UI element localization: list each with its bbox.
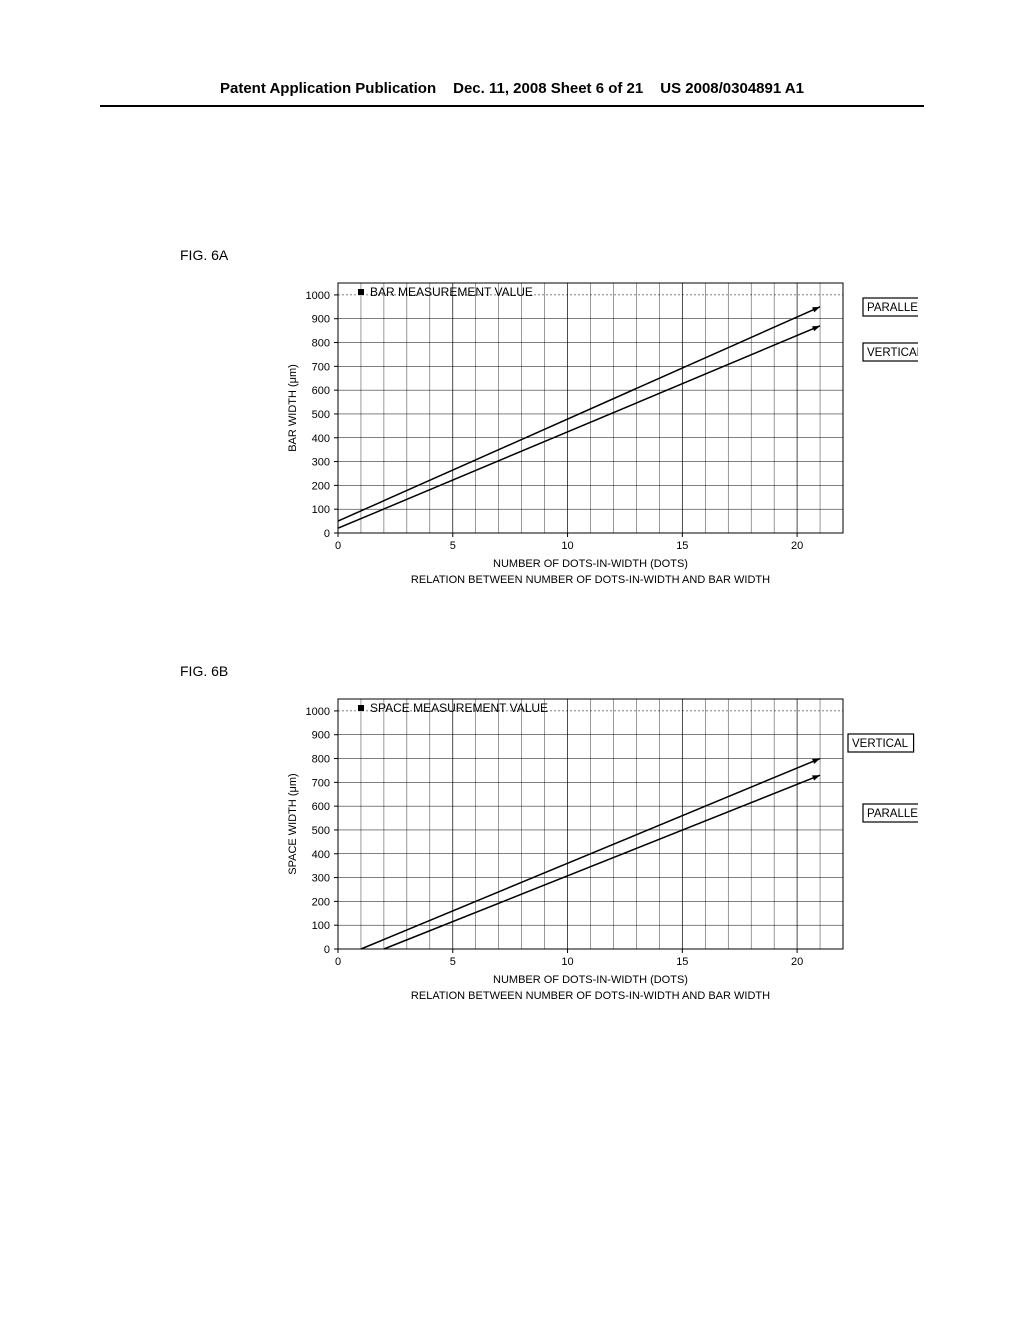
svg-text:15: 15 (676, 956, 688, 968)
svg-text:PARALLEL: PARALLEL (867, 808, 918, 820)
svg-text:900: 900 (312, 730, 330, 742)
svg-text:20: 20 (791, 540, 803, 552)
svg-text:VERTICAL: VERTICAL (852, 738, 909, 750)
svg-text:5: 5 (450, 540, 456, 552)
svg-text:0: 0 (335, 540, 341, 552)
svg-text:900: 900 (312, 314, 330, 326)
chart-a-svg: 0 100 200 300 400 500 600 700 800 900 1000 0 5 10 15 20… (280, 273, 918, 603)
svg-text:RELATION BETWEEN NUMBER OF DO: RELATION BETWEEN NUMBER OF DOTS-IN-WIDTH… (411, 574, 770, 586)
svg-text:0: 0 (335, 956, 341, 968)
svg-text:700: 700 (312, 361, 330, 373)
svg-text:500: 500 (312, 409, 330, 421)
figure-6b-block: FIG. 6B 01002003004005006007008009001000… (100, 663, 924, 1019)
figure-6a-block: FIG. 6A 01002003004005006007008009001000… (100, 247, 924, 603)
svg-text:800: 800 (312, 754, 330, 766)
svg-text:BAR MEASUREMENT VALUE: BAR MEASUREMENT VALUE (370, 285, 533, 299)
svg-text:VERTICAL: VERTICAL (867, 347, 918, 359)
svg-text:15: 15 (676, 540, 688, 552)
svg-text:PARALLEL: PARALLEL (867, 302, 918, 314)
svg-text:10: 10 (561, 956, 573, 968)
header-right: US 2008/0304891 A1 (660, 80, 804, 97)
header-center: Dec. 11, 2008 Sheet 6 of 21 (453, 80, 643, 97)
svg-text:10: 10 (561, 540, 573, 552)
svg-text:100: 100 (312, 504, 330, 516)
figure-6a-label: FIG. 6A (180, 247, 924, 263)
content-area: FIG. 6A 01002003004005006007008009001000… (0, 107, 1024, 1119)
svg-text:NUMBER OF DOTS-IN-WIDTH (DOTS): NUMBER OF DOTS-IN-WIDTH (DOTS) (493, 558, 688, 570)
svg-text:20: 20 (791, 956, 803, 968)
svg-text:RELATION BETWEEN NUMBER OF DO: RELATION BETWEEN NUMBER OF DOTS-IN-WIDTH… (411, 990, 770, 1002)
svg-text:1000: 1000 (306, 290, 330, 302)
svg-text:200: 200 (312, 480, 330, 492)
figure-6b-label: FIG. 6B (180, 663, 924, 679)
svg-text:0: 0 (324, 944, 330, 956)
svg-text:SPACE MEASUREMENT VALUE: SPACE MEASUREMENT VALUE (370, 701, 548, 715)
page-header: Patent Application Publication Dec. 11, … (100, 0, 924, 107)
svg-text:BAR WIDTH (μm): BAR WIDTH (μm) (287, 364, 299, 452)
svg-text:200: 200 (312, 896, 330, 908)
svg-text:800: 800 (312, 338, 330, 350)
header-left: Patent Application Publication (220, 80, 436, 97)
figure-6a-chart: 0 100 200 300 400 500 600 700 800 900 1000 0 5 10 15 20… (280, 273, 920, 603)
svg-text:0: 0 (324, 528, 330, 540)
svg-text:600: 600 (312, 385, 330, 397)
svg-text:NUMBER OF DOTS-IN-WIDTH (DOTS): NUMBER OF DOTS-IN-WIDTH (DOTS) (493, 974, 688, 986)
svg-text:700: 700 (312, 777, 330, 789)
svg-text:400: 400 (312, 849, 330, 861)
figure-6b-chart: 0 100 200 300 400 500 600 700 800 900 1000 0 5 10 15 20… (280, 689, 920, 1019)
svg-text:500: 500 (312, 825, 330, 837)
svg-text:1000: 1000 (306, 706, 330, 718)
svg-text:300: 300 (312, 873, 330, 885)
chart-b-svg: 0 100 200 300 400 500 600 700 800 900 1000 0 5 10 15 20… (280, 689, 918, 1019)
svg-text:100: 100 (312, 920, 330, 932)
svg-text:600: 600 (312, 801, 330, 813)
svg-text:300: 300 (312, 457, 330, 469)
svg-text:400: 400 (312, 433, 330, 445)
svg-text:SPACE WIDTH (μm): SPACE WIDTH (μm) (287, 773, 299, 874)
svg-text:5: 5 (450, 956, 456, 968)
